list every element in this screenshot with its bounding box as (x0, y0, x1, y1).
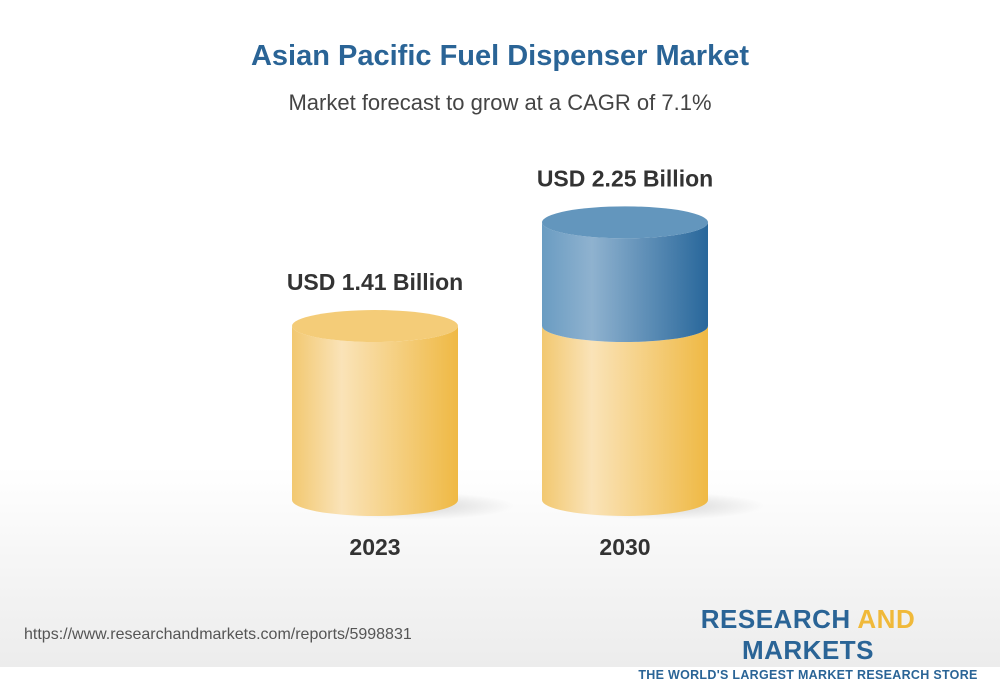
bar-growth-segment (542, 222, 708, 342)
logo-word-and: AND (857, 604, 916, 634)
bar-2023-body (292, 326, 458, 516)
report-url[interactable]: https://www.researchandmarkets.com/repor… (24, 626, 412, 643)
category-label: 2030 (599, 534, 650, 560)
chart-subtitle: Market forecast to grow at a CAGR of 7.1… (288, 90, 712, 115)
data-label: USD 2.25 Billion (537, 165, 713, 191)
logo-word: RESEARCH (700, 604, 858, 634)
cylinder-chart: USD 1.41 Billion 2023 USD 2.25 Billion 2030 (287, 165, 765, 560)
bar-top (542, 206, 708, 239)
category-label: 2023 (349, 534, 400, 560)
bar-base-segment (542, 326, 708, 516)
logo-tagline: THE WORLD'S LARGEST MARKET RESEARCH STOR… (638, 668, 978, 682)
logo-word: MARKETS (741, 635, 875, 665)
research-and-markets-logo: RESEARCH AND MARKETS THE WORLD'S LARGEST… (638, 604, 978, 682)
data-label: USD 1.41 Billion (287, 269, 463, 295)
bar-top (292, 310, 458, 343)
chart-title: Asian Pacific Fuel Dispenser Market (250, 40, 750, 72)
